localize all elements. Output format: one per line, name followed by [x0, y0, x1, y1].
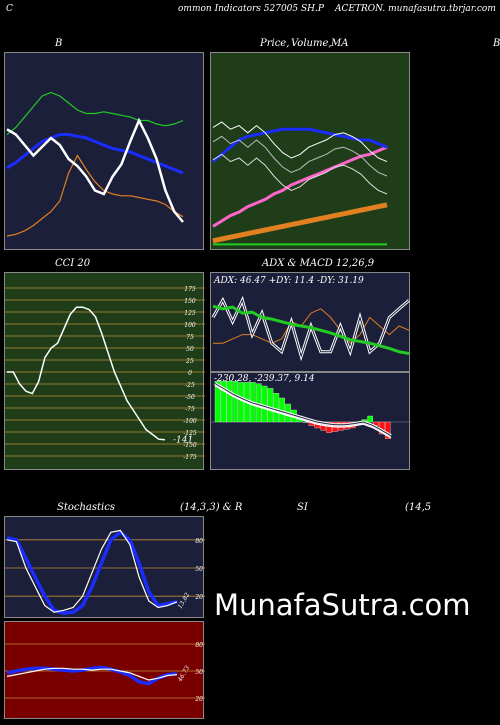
price-title: Price,	[260, 38, 290, 49]
price-line-2	[212, 145, 388, 228]
adx-minus-dy	[213, 308, 410, 344]
cci-tick-label: -125	[183, 430, 197, 437]
stoch-tick-label: 80	[195, 538, 203, 545]
si-title: SI	[297, 502, 308, 513]
macd-chart	[211, 381, 411, 439]
stoch-title: Stochastics	[57, 502, 115, 513]
macd-bar	[214, 381, 221, 423]
macd-bar	[267, 388, 274, 423]
cci-tick-label: 150	[184, 298, 196, 305]
price-env-mid	[212, 135, 388, 177]
rsi-tick-label: 20	[194, 696, 203, 703]
stoch-last-label: 13.82	[177, 591, 192, 610]
rsi-panel: 80 50 20 46.73	[4, 621, 205, 719]
macd-bar	[226, 381, 233, 423]
header-right: ACETRON. munafasutra.tbrjar.com	[335, 4, 496, 14]
bb-line-0	[6, 91, 184, 135]
watermark: MunafaSutra.com	[214, 588, 471, 622]
price-ma-chart	[212, 121, 388, 246]
macd-signal-inner	[214, 383, 392, 437]
header-center: ommon Indicators 527005 SH.P	[178, 4, 324, 14]
adx-chart	[211, 295, 410, 362]
cci-tick-label: -150	[183, 442, 197, 449]
cci-tick-label: 75	[186, 334, 194, 341]
macd-bar	[326, 421, 332, 433]
macd-bar	[220, 381, 227, 423]
price-line-3	[212, 127, 388, 163]
bb-line-2	[6, 154, 184, 237]
stoch-line-1	[6, 529, 178, 613]
macd-bar	[384, 421, 391, 439]
stoch-params: (14,3,3) & R	[180, 502, 243, 513]
cci-tick-label: 0	[188, 370, 192, 377]
cci-tick-label: 175	[184, 286, 196, 293]
bb-title: B	[55, 38, 63, 49]
macd-panel	[210, 372, 411, 470]
bb-line-3	[6, 117, 184, 223]
cci-panel: 175 150 125 100 75 50 25 0 -25 -50 -75 -100 -125 -150…	[4, 272, 205, 470]
macd-bar	[367, 415, 373, 423]
ma-title: MA	[331, 38, 349, 49]
rsi-last-label: 46.73	[176, 664, 191, 683]
rsi-line-1	[6, 667, 178, 681]
adx-macd-title: ADX & MACD 12,26,9	[262, 258, 375, 269]
si-params: (14,5	[405, 502, 432, 513]
bollinger-panel	[4, 52, 204, 250]
rsi-chart: 80 50 20 46.73	[5, 642, 205, 703]
macd-bar	[261, 385, 268, 423]
macd-line	[214, 385, 392, 439]
cci-tick-label: -50	[185, 394, 195, 401]
cci-tick-label: 125	[184, 310, 196, 317]
stoch-line-0	[6, 530, 178, 615]
stoch-tick-label: 50	[195, 566, 203, 573]
cci-line	[7, 306, 166, 441]
cci-tick-label: -100	[183, 418, 197, 425]
adx-readout: ADX: 46.47 +DY: 11.4 -DY: 31.19	[214, 276, 364, 286]
cci-tick-label: -25	[185, 382, 195, 389]
price-line-4	[212, 121, 388, 163]
rsi-tick-label: 50	[195, 669, 203, 676]
rsi-tick-label: 80	[195, 642, 203, 649]
price-env-lower	[212, 153, 388, 195]
macd-bar	[232, 381, 239, 423]
stoch-tick-label: 20	[194, 594, 203, 601]
cci-tick-label: -175	[183, 454, 197, 461]
cut-title: B	[493, 38, 500, 49]
bollinger-chart	[6, 91, 184, 237]
header-left: C	[6, 4, 13, 14]
cci-title: CCI 20	[55, 258, 91, 269]
rsi-line-0	[6, 665, 178, 686]
volume-title: Volume,	[291, 38, 332, 49]
cci-tick-label: 50	[186, 346, 194, 353]
cci-last-label: -141	[173, 436, 193, 446]
price-ma-panel	[210, 52, 410, 250]
adx-panel	[210, 272, 410, 372]
cci-tick-label: 100	[184, 322, 196, 329]
macd-bar	[238, 382, 244, 423]
macd-readout: -230.28, -239.37, 9.14	[214, 374, 315, 384]
cci-tick-label: 25	[185, 358, 194, 365]
bb-line-1	[6, 133, 184, 175]
price-line-1	[212, 202, 388, 244]
cci-tick-label: -75	[185, 406, 195, 413]
macd-bar	[273, 393, 280, 423]
adx-main	[212, 304, 410, 355]
cci-chart: 175 150 125 100 75 50 25 0 -25 -50 -75 -100 -125 -150…	[5, 286, 205, 461]
stoch-panel: 80 50 20 13.82	[4, 516, 205, 618]
